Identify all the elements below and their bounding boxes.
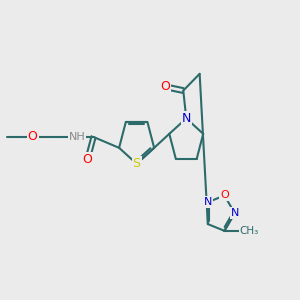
Text: O: O	[28, 130, 38, 143]
Text: N: N	[204, 197, 212, 207]
Text: N: N	[182, 112, 191, 125]
Text: NH: NH	[69, 132, 86, 142]
Text: N: N	[230, 208, 239, 218]
Text: O: O	[160, 80, 170, 93]
Text: O: O	[82, 153, 92, 166]
Text: S: S	[133, 157, 141, 170]
Text: O: O	[220, 190, 229, 200]
Text: CH₃: CH₃	[239, 226, 259, 236]
